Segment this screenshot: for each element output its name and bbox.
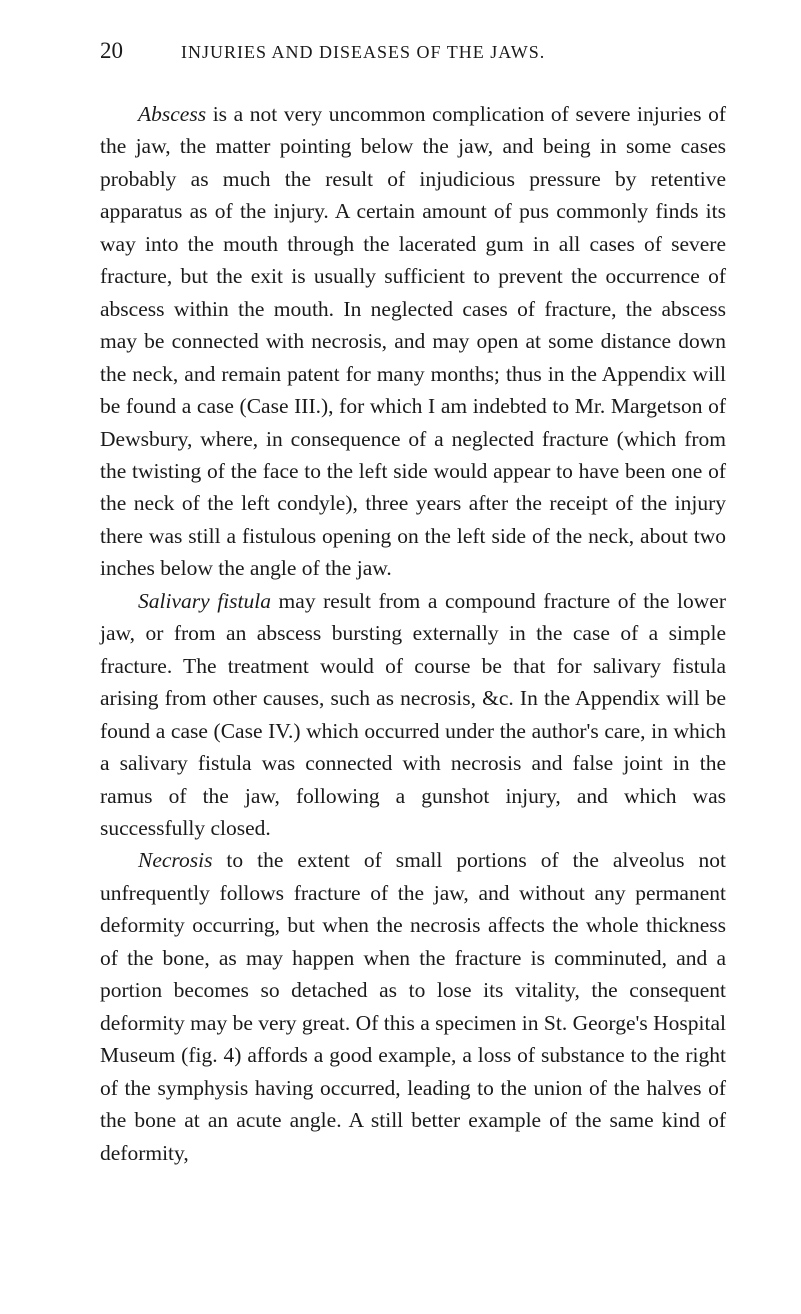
lead-term-3: Necrosis	[138, 848, 212, 872]
paragraph-2: Salivary fistula may result from a compo…	[100, 585, 726, 845]
body-text: Abscess is a not very uncommon complicat…	[100, 98, 726, 1169]
page-header: 20 INJURIES AND DISEASES OF THE JAWS.	[100, 38, 726, 64]
lead-term-1: Abscess	[138, 102, 206, 126]
paragraph-2-text: may result from a compound fracture of t…	[100, 589, 726, 840]
page-container: 20 INJURIES AND DISEASES OF THE JAWS. Ab…	[0, 0, 801, 1209]
paragraph-1: Abscess is a not very uncommon complicat…	[100, 98, 726, 585]
paragraph-3: Necrosis to the extent of small portions…	[100, 844, 726, 1169]
paragraph-1-text: is a not very uncommon complication of s…	[100, 102, 726, 580]
page-number: 20	[100, 38, 123, 64]
paragraph-3-text: to the extent of small portions of the a…	[100, 848, 726, 1164]
lead-term-2: Salivary fistula	[138, 589, 271, 613]
running-title: INJURIES AND DISEASES OF THE JAWS.	[181, 42, 545, 63]
